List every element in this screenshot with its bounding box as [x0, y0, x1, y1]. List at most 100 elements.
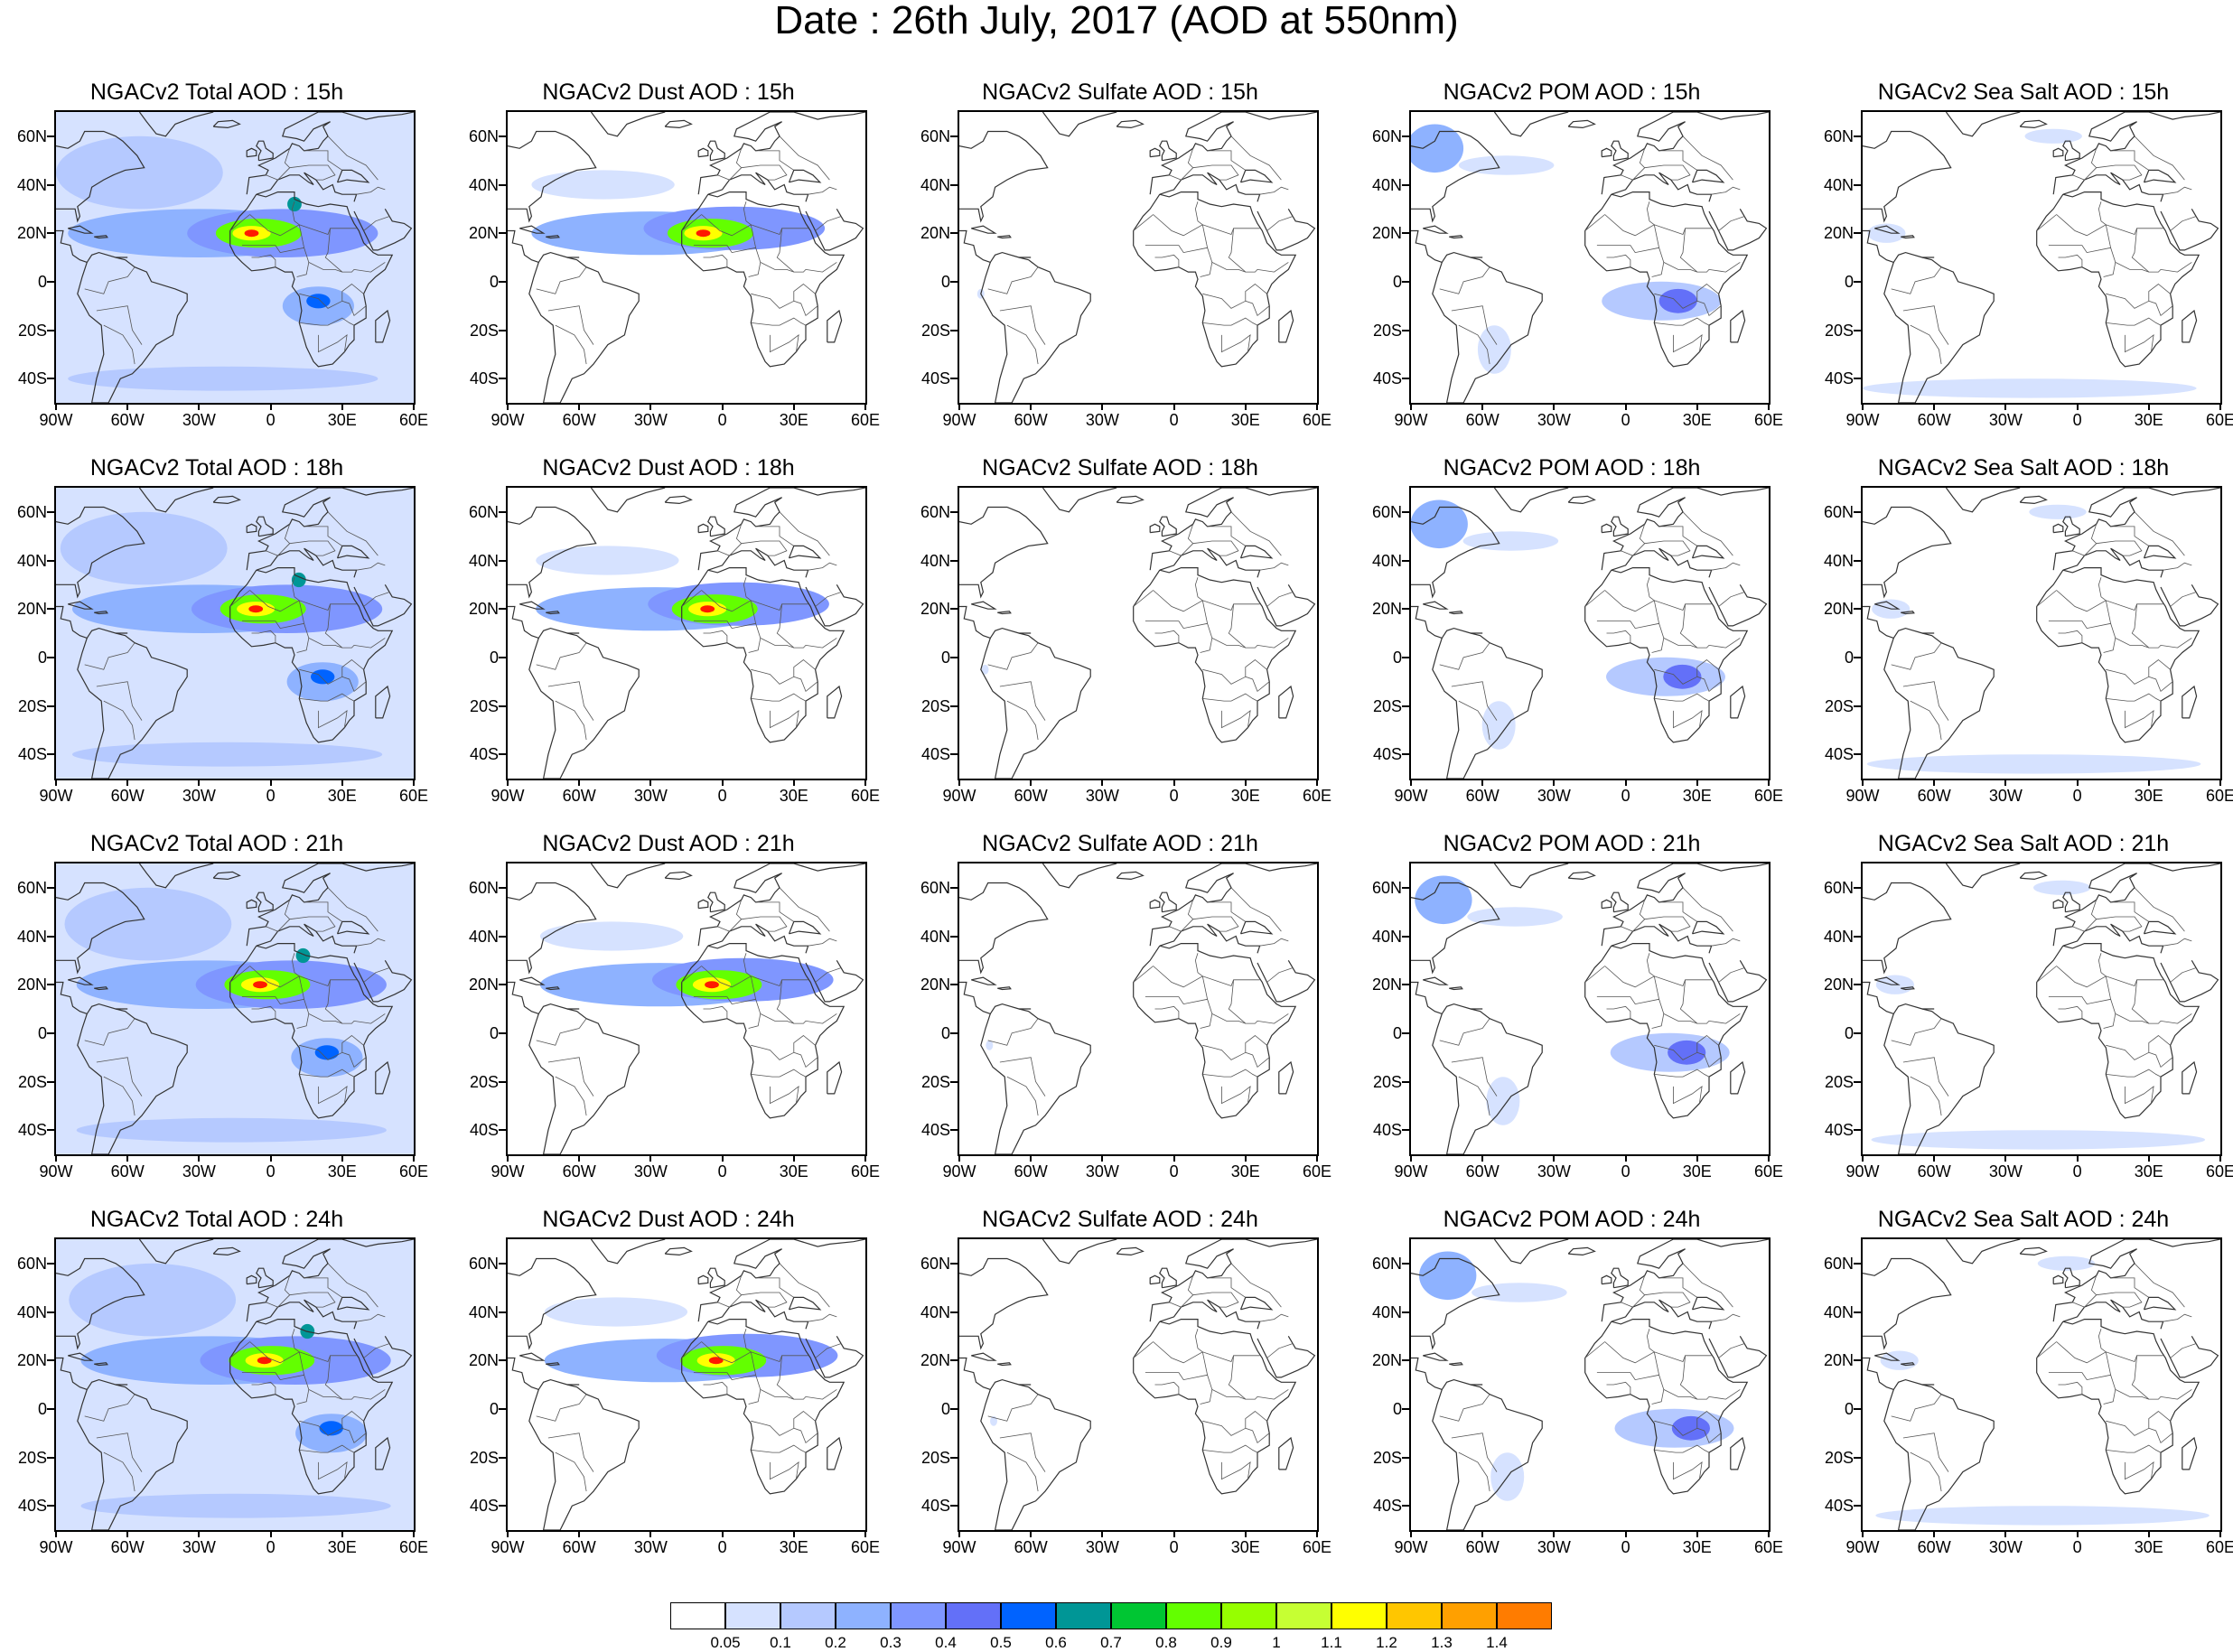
aod-plume-3: [1663, 664, 1702, 689]
coastline-northAmerica: [1863, 130, 1952, 223]
lat-tick-label: 40N: [1823, 551, 1854, 570]
coastline-iceland: [212, 871, 241, 881]
country-border-0: [1153, 590, 1260, 612]
lat-tick-mark: [499, 1031, 506, 1034]
map-plot-area: [958, 1237, 1319, 1532]
lat-tick-label: 20N: [16, 975, 47, 994]
lat-tick-mark: [47, 1262, 54, 1265]
country-border-19: [555, 324, 587, 365]
lon-tick-label: 30W: [633, 1538, 668, 1556]
country-border-9: [299, 1444, 355, 1453]
lon-tick-label: 30W: [1085, 411, 1119, 429]
lat-tick-label: 0: [489, 272, 499, 291]
coastline-northAmerica: [1411, 1257, 1500, 1350]
lat-tick-mark: [950, 1456, 958, 1459]
country-border-1: [1584, 590, 1605, 607]
country-border-19: [1910, 1451, 1942, 1492]
lon-tick-label: 30W: [1988, 1538, 2023, 1556]
country-border-4: [776, 1355, 837, 1400]
lon-tick-label: 30W: [182, 1162, 216, 1181]
coastline-europe: [1601, 863, 1769, 947]
lat-tick-mark: [47, 135, 54, 137]
country-border-8: [2106, 1410, 2171, 1436]
lon-tick-mark: [269, 1532, 272, 1537]
coastline-greenland: [1042, 112, 1117, 137]
map-plot-area: [1861, 110, 2222, 405]
country-border-10: [1220, 333, 1251, 353]
lon-tick-mark: [55, 780, 57, 786]
lat-tick-label: 20N: [920, 600, 950, 619]
coastline-madagascar: [2182, 309, 2198, 343]
country-border-13: [1192, 1292, 1239, 1308]
lon-tick-mark: [1410, 405, 1412, 410]
lat-tick-label: 20S: [469, 696, 499, 715]
lon-tick-mark: [1768, 1532, 1770, 1537]
country-border-13: [289, 540, 336, 556]
country-border-3: [2103, 224, 2116, 277]
coastline-caspianBlack: [1691, 545, 1725, 559]
country-border-14: [1658, 1277, 1698, 1298]
country-border-1: [1133, 214, 1154, 231]
country-border-10: [317, 1085, 348, 1105]
lat-tick-label: 40N: [920, 1302, 950, 1321]
lat-tick-label: 0: [1392, 272, 1402, 291]
lat-tick-label: 20S: [1372, 1448, 1402, 1467]
coastline-caspianBlack: [336, 545, 370, 559]
aod-plume-9: [291, 572, 306, 588]
coastline-africa: [1584, 1318, 1749, 1495]
lat-tick-label: 0: [1392, 1399, 1402, 1418]
country-border-10: [2124, 1085, 2154, 1105]
aod-plume-1: [1472, 1283, 1567, 1302]
country-border-20: [1439, 652, 1483, 670]
lat-tick-mark: [950, 1359, 958, 1362]
lon-tick-mark: [721, 405, 724, 410]
lat-tick-mark: [1402, 510, 1409, 513]
lon-tick-mark: [1624, 1532, 1627, 1537]
coastline-africa: [229, 191, 394, 368]
coastline-iceland: [1116, 1246, 1145, 1256]
country-border-6: [703, 1381, 728, 1395]
lon-tick-mark: [792, 405, 795, 410]
coastline-hispaniola: [546, 611, 560, 615]
country-border-11: [1245, 300, 1270, 317]
lon-tick-mark: [721, 1156, 724, 1162]
lon-tick-label: 30E: [327, 1538, 357, 1556]
colorbar-label: 0.6: [1045, 1634, 1067, 1651]
country-border-0: [1153, 1341, 1260, 1364]
country-border-0: [1153, 966, 1260, 988]
country-border-18: [1902, 1433, 1949, 1472]
lat-tick-label: 60N: [1371, 502, 1402, 521]
lon-tick-mark: [578, 780, 581, 786]
lat-tick-label: 20S: [1824, 1448, 1854, 1467]
lon-tick-label: 60W: [1014, 411, 1048, 429]
country-border-20: [1439, 1404, 1483, 1422]
lat-tick-label: 40S: [920, 1121, 950, 1140]
country-border-11: [1696, 676, 1722, 693]
country-border-6: [703, 254, 728, 267]
lat-tick-mark: [1854, 1262, 1861, 1265]
lon-tick-mark: [864, 1532, 866, 1537]
aod-plume-2: [2029, 504, 2087, 519]
aod-map: [1863, 488, 2220, 779]
country-border-20: [987, 652, 1032, 670]
country-border-11: [341, 1427, 367, 1444]
lon-tick-mark: [1553, 780, 1556, 786]
coastline-centralAmerica: [56, 605, 128, 639]
coastline-mediterranean: [1611, 172, 1713, 202]
lat-tick-label: 40N: [468, 175, 499, 194]
lat-tick-mark: [47, 280, 54, 283]
lon-tick-label: 60E: [1753, 1538, 1784, 1556]
country-border-15: [2134, 1263, 2185, 1308]
lat-tick-label: 40S: [17, 745, 47, 764]
country-border-13: [741, 1292, 788, 1308]
coastline-mediterranean: [256, 547, 358, 578]
country-border-18: [547, 1433, 594, 1472]
lat-tick-label: 0: [489, 1399, 499, 1418]
lon-tick-label: 60W: [110, 1162, 145, 1181]
map-panel-dust-24h: NGACv2 Dust AOD : 24h 60N 40N 20N 0 20S 40S 90W…: [452, 1207, 885, 1582]
lon-tick-mark: [341, 405, 343, 410]
lat-tick-mark: [499, 935, 506, 938]
lon-tick-label: 90W: [1845, 411, 1880, 429]
lon-tick-label: 30W: [182, 1538, 216, 1556]
country-border-6: [1154, 1381, 1180, 1395]
